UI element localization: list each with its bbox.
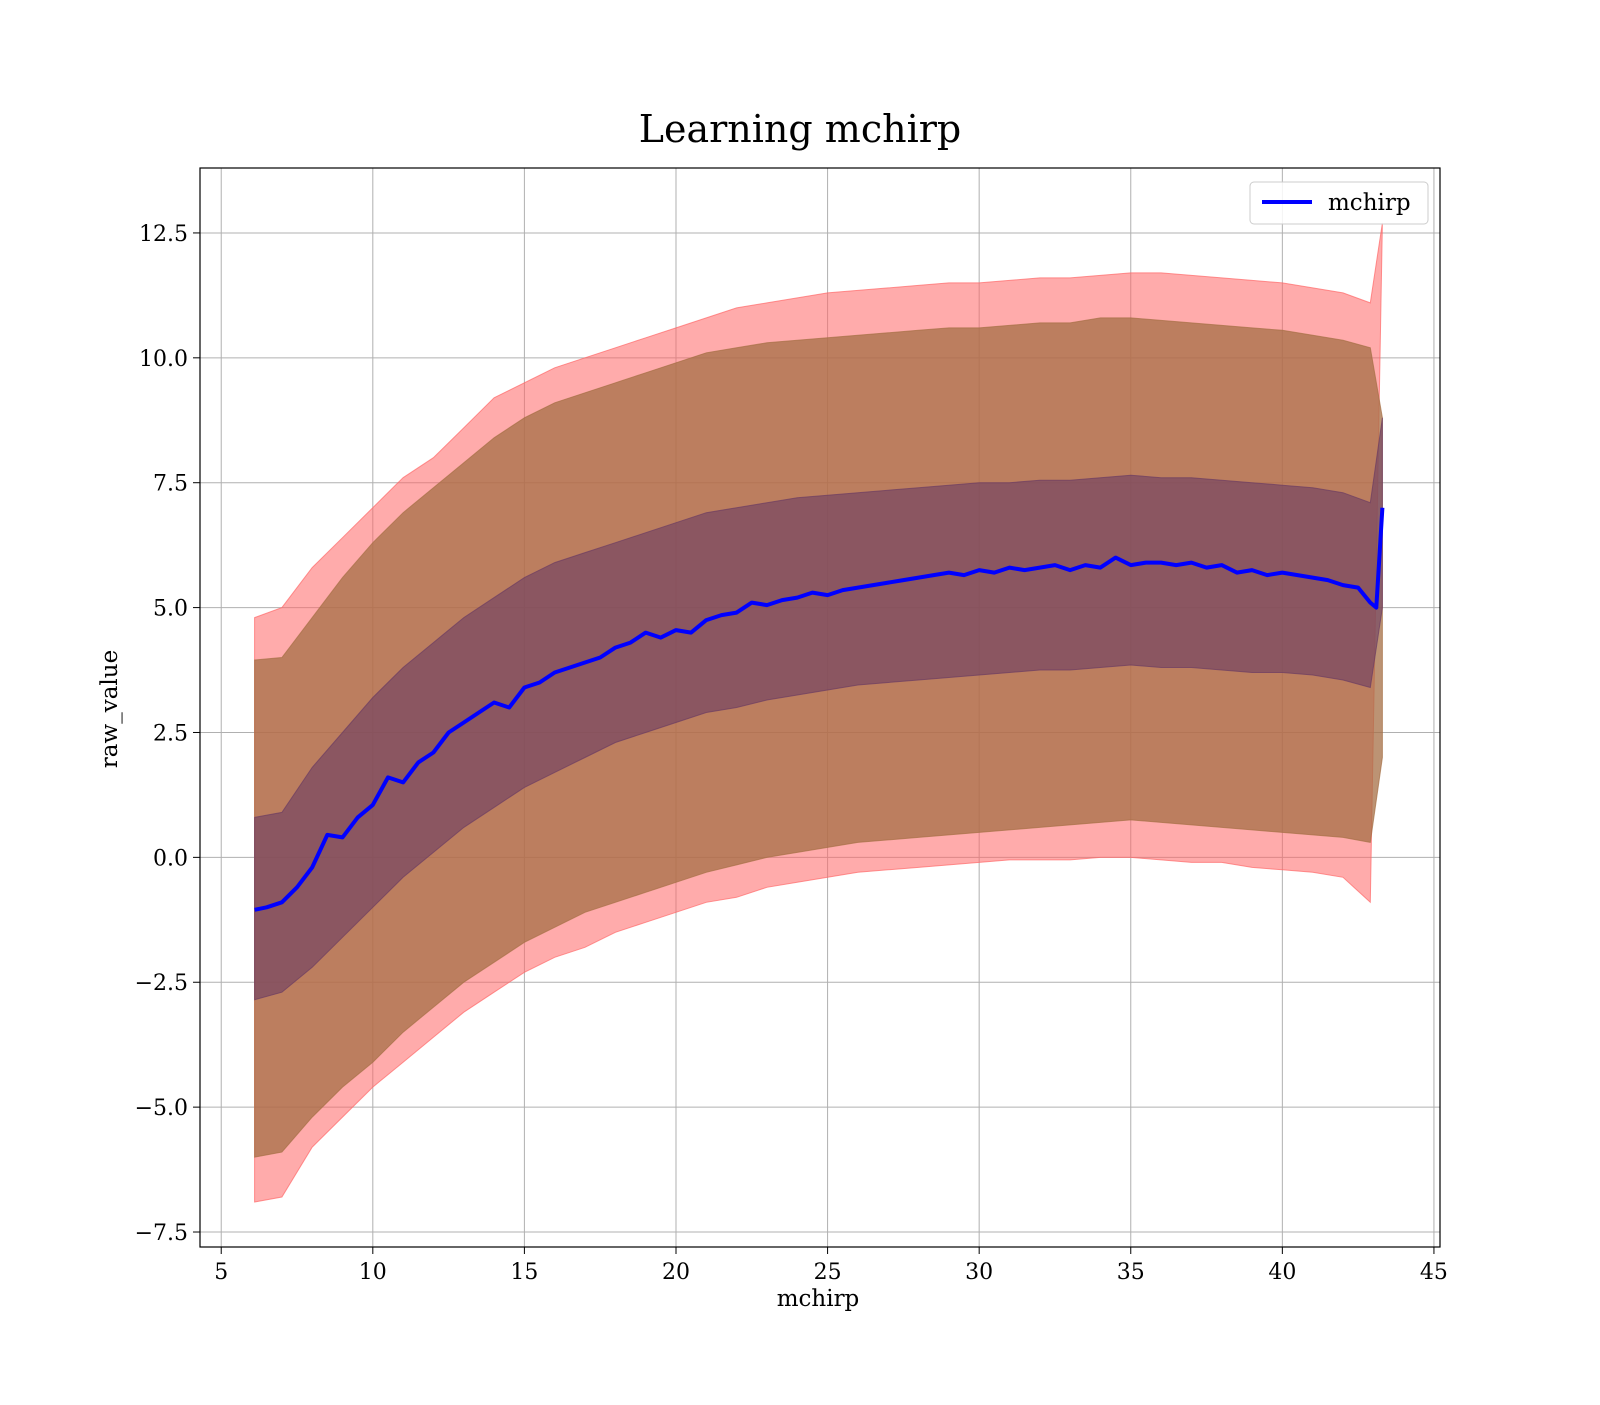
x-tick-label: 30 [965, 1260, 993, 1285]
y-tick-label: −5.0 [135, 1096, 188, 1121]
x-axis-label: mchirp [777, 1286, 860, 1312]
y-tick-label: 2.5 [153, 721, 188, 746]
y-axis-label: raw_value [97, 650, 123, 768]
x-tick-label: 25 [814, 1260, 842, 1285]
y-ticks: −7.5 −5.0 −2.5 0.0 2.5 5.0 7.5 10.0 12.5 [135, 222, 200, 1246]
y-tick-label: 7.5 [153, 472, 188, 497]
series-line-mchirp [254, 507, 1385, 912]
x-tick-label: 40 [1268, 1260, 1296, 1285]
x-tick-label: 20 [662, 1260, 690, 1285]
legend: mchirp [1249, 181, 1429, 225]
y-tick-label: 0.0 [153, 846, 188, 871]
legend-box [1249, 181, 1429, 225]
x-tick-label: 45 [1420, 1260, 1448, 1285]
y-tick-label: −7.5 [135, 1221, 188, 1246]
band-inner [254, 417, 1383, 1001]
confidence-bands [254, 222, 1383, 1203]
chart-title: Learning mchirp [639, 107, 961, 151]
series-lines [254, 507, 1385, 912]
legend-label: mchirp [1328, 190, 1411, 216]
y-tick-label: 5.0 [153, 597, 188, 622]
x-tick-label: 35 [1117, 1260, 1145, 1285]
x-tick-label: 15 [510, 1260, 538, 1285]
x-ticks: 5 10 15 20 25 30 35 40 45 [214, 1247, 1448, 1285]
y-tick-label: 12.5 [139, 222, 188, 247]
x-tick-label: 10 [359, 1260, 387, 1285]
plot-frame [199, 167, 1441, 1248]
y-tick-label: −2.5 [135, 971, 188, 996]
y-tick-label: 10.0 [139, 347, 188, 372]
x-tick-label: 5 [214, 1260, 228, 1285]
